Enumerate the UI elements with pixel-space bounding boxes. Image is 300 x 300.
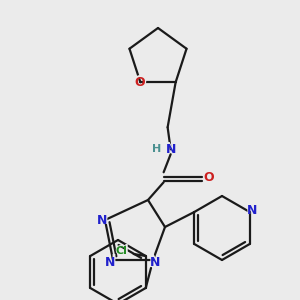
Text: N: N bbox=[148, 254, 161, 269]
Text: O: O bbox=[203, 171, 214, 184]
Text: N: N bbox=[96, 212, 108, 227]
Text: O: O bbox=[133, 75, 146, 90]
Text: O: O bbox=[202, 170, 215, 185]
Text: H: H bbox=[152, 144, 161, 154]
Text: Cl: Cl bbox=[114, 244, 129, 258]
Text: Cl: Cl bbox=[116, 246, 128, 256]
Text: N: N bbox=[150, 256, 160, 268]
Text: N: N bbox=[103, 254, 116, 269]
Text: N: N bbox=[247, 203, 257, 217]
Text: O: O bbox=[134, 76, 145, 89]
Text: N: N bbox=[97, 214, 107, 226]
Text: N: N bbox=[164, 142, 177, 157]
Text: N: N bbox=[245, 202, 258, 217]
Text: N: N bbox=[165, 143, 176, 156]
Text: H: H bbox=[151, 142, 162, 156]
Text: N: N bbox=[105, 256, 115, 268]
